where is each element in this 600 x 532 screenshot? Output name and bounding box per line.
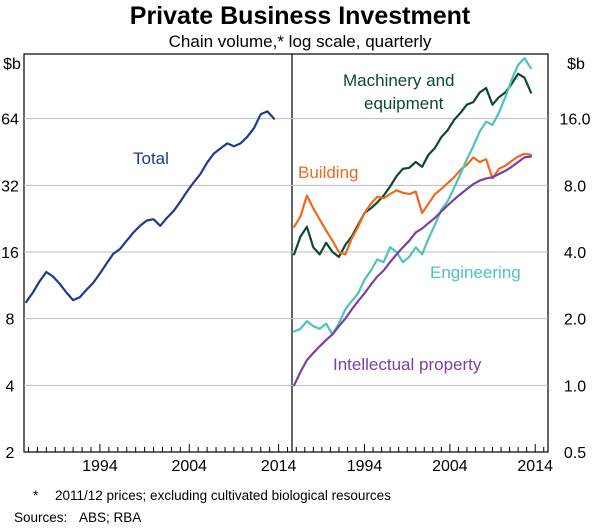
total-series-label: Total [133, 149, 169, 168]
left-unit-label: $b [3, 56, 21, 73]
plot-area: 2 4 8 16 32 64 $b 1994 2004 2014 0.5 1.0 2.0 4.0 8.0 16… [1, 53, 591, 475]
series-line-total [25, 110, 276, 304]
ip-series-label: Intellectual property [333, 355, 482, 374]
series-line-machinery-and-equipment [293, 72, 533, 258]
left-x-tick-label: 2014 [261, 458, 297, 475]
right-y-tick-label: 0.5 [564, 445, 586, 462]
left-y-tick-label: 2 [6, 445, 15, 462]
chart-title: Private Business Investment [130, 2, 471, 30]
right-x-tick-label: 2004 [432, 458, 468, 475]
right-y-tick-label: 8.0 [564, 178, 586, 195]
machinery-series-label-line1: Machinery and [343, 71, 455, 90]
plot-frame [23, 53, 549, 453]
building-series-label: Building [298, 163, 359, 182]
right-unit-label: $b [567, 56, 585, 73]
series-line-building [293, 152, 533, 256]
right-y-tick-label: 16.0 [559, 112, 590, 129]
chart-subtitle: Chain volume,* log scale, quarterly [169, 32, 432, 51]
series-line-intellectual-property [293, 155, 533, 387]
footnote-text: 2011/12 prices; excluding cultivated bio… [55, 488, 391, 503]
machinery-series-label-line2: equipment [364, 94, 444, 113]
left-y-tick-label: 8 [6, 312, 15, 329]
left-x-tick-label: 1994 [82, 458, 118, 475]
sources-text: ABS; RBA [79, 510, 141, 525]
left-y-tick-label: 16 [1, 245, 19, 262]
right-x-tick-label: 1994 [347, 458, 383, 475]
right-y-tick-label: 4.0 [564, 245, 586, 262]
left-x-tick-label: 2004 [171, 458, 207, 475]
right-y-tick-label: 2.0 [564, 312, 586, 329]
left-y-tick-label: 4 [6, 378, 15, 395]
engineering-series-label: Engineering [430, 263, 521, 282]
right-y-tick-label: 1.0 [564, 378, 586, 395]
left-y-tick-label: 32 [1, 178, 19, 195]
right-x-tick-label: 2014 [517, 458, 553, 475]
left-y-tick-label: 64 [1, 112, 19, 129]
sources-label: Sources: [14, 510, 67, 525]
footnote-marker: * [33, 488, 39, 503]
